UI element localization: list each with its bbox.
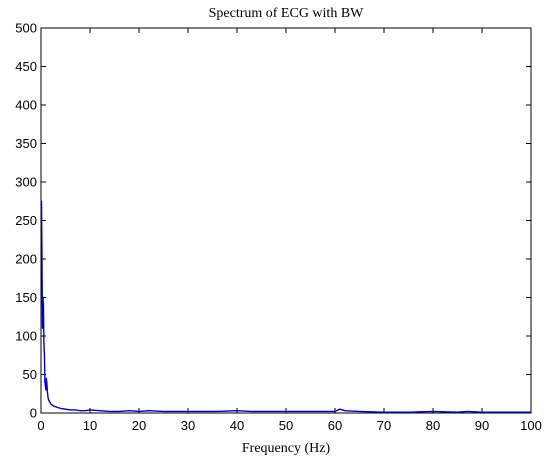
y-tick-label: 350 (15, 136, 37, 151)
x-tick-label: 80 (426, 418, 440, 433)
y-tick-label: 50 (23, 367, 37, 382)
series-layer (40, 200, 531, 413)
x-tick-label: 10 (83, 418, 97, 433)
y-tick-label: 0 (30, 406, 37, 421)
x-tick-label: 20 (132, 418, 146, 433)
x-axis-label: Frequency (Hz) (242, 441, 331, 456)
chart-title: Spectrum of ECG with BW (209, 6, 365, 21)
y-tick-label: 250 (15, 213, 37, 228)
x-tick-label: 30 (181, 418, 195, 433)
x-tick-label: 90 (475, 418, 489, 433)
x-tick-label: 50 (279, 418, 293, 433)
ticks-layer: 0 10 20 30 40 50 60 70 80 90 100 0 50 100 150 200 250 300… (15, 21, 542, 434)
series-line (40, 200, 531, 413)
y-tick-label: 400 (15, 98, 37, 113)
plot-area (40, 27, 532, 414)
y-tick-label: 150 (15, 290, 37, 305)
x-tick-label: 40 (230, 418, 244, 433)
x-tick-label: 100 (520, 418, 542, 433)
y-tick-label: 200 (15, 252, 37, 267)
x-tick-label: 0 (37, 418, 44, 433)
x-tick-label: 70 (377, 418, 391, 433)
y-tick-label: 100 (15, 329, 37, 344)
y-tick-label: 300 (15, 175, 37, 190)
y-tick-label: 450 (15, 59, 37, 74)
x-tick-label: 60 (328, 418, 342, 433)
y-tick-label: 500 (15, 21, 37, 36)
